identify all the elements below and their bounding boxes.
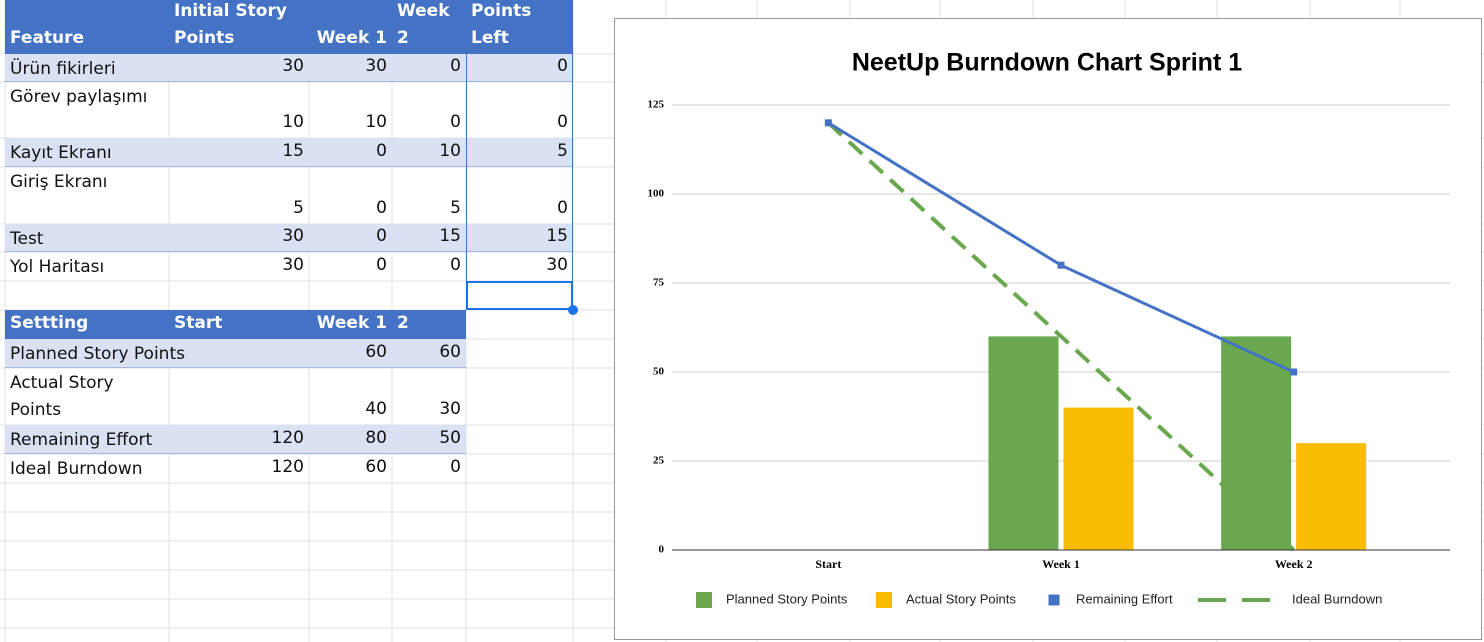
selected-cell[interactable] — [466, 281, 573, 310]
cell[interactable]: 0 — [376, 226, 387, 246]
legend-swatch — [696, 592, 712, 608]
cell[interactable]: 30 — [546, 255, 568, 275]
cell[interactable]: 0 — [557, 112, 568, 132]
cell-bg — [5, 224, 573, 252]
cell[interactable]: 60 — [365, 457, 387, 477]
bar — [1296, 443, 1367, 550]
cell[interactable]: Week 1 — [309, 0, 392, 54]
table-border — [466, 0, 573, 281]
x-tick-label: Week 1 — [1042, 557, 1080, 571]
cell[interactable] — [169, 339, 309, 368]
x-tick-label: Start — [815, 557, 841, 571]
cell[interactable]: 30 — [439, 399, 461, 419]
cell[interactable]: 10 — [365, 112, 387, 132]
y-tick-label: 0 — [659, 544, 665, 556]
cell[interactable]: Week 2 — [392, 0, 466, 54]
bar — [988, 336, 1059, 550]
cell[interactable]: 60 — [365, 342, 387, 362]
cell[interactable]: Week 1 — [309, 310, 392, 339]
cell[interactable]: 15 — [439, 226, 461, 246]
y-tick-label: 50 — [653, 366, 665, 378]
cell[interactable]: 50 — [439, 428, 461, 448]
cell[interactable]: Ürün fikirleri — [10, 59, 116, 79]
cell[interactable]: Remaining Effort — [10, 430, 153, 450]
cell[interactable]: Kayıt Ekranı — [10, 143, 112, 163]
legend-label: Ideal Burndown — [1292, 591, 1382, 606]
cell[interactable]: 0 — [450, 457, 461, 477]
cell[interactable]: 5 — [450, 198, 461, 218]
cell[interactable]: 0 — [376, 255, 387, 275]
cell[interactable]: 30 — [365, 56, 387, 76]
cell[interactable]: 10 — [282, 112, 304, 132]
line-marker — [1290, 368, 1298, 376]
cell[interactable]: Start — [169, 310, 309, 339]
line-marker — [824, 119, 832, 127]
cell[interactable] — [169, 368, 309, 425]
cell[interactable]: Feature — [5, 0, 169, 54]
cell-bg — [5, 425, 466, 454]
cell[interactable]: Initial Story Points — [169, 0, 309, 54]
cell[interactable]: 0 — [450, 255, 461, 275]
cell[interactable]: Görev paylaşımı — [10, 87, 148, 107]
cell[interactable]: 30 — [282, 56, 304, 76]
line-series — [826, 121, 1296, 552]
cell[interactable]: 0 — [557, 198, 568, 218]
cell-bg — [5, 54, 573, 82]
cell[interactable]: 30 — [282, 226, 304, 246]
cell[interactable]: 80 — [365, 428, 387, 448]
chart-title: NeetUp Burndown Chart Sprint 1 — [852, 49, 1242, 77]
cell[interactable]: 0 — [450, 56, 461, 76]
cell[interactable]: Yol Haritası — [10, 257, 105, 277]
y-tick-label: 75 — [653, 277, 665, 289]
legend-label: Remaining Effort — [1076, 591, 1173, 606]
legend-swatch — [876, 592, 892, 608]
cell[interactable]: Giriş Ekranı — [10, 172, 108, 192]
cell[interactable]: 0 — [450, 112, 461, 132]
cell-bg — [5, 138, 573, 167]
y-tick-label: 25 — [653, 455, 665, 467]
legend-label: Actual Story Points — [906, 591, 1016, 606]
cell[interactable]: Test — [10, 229, 44, 249]
cell[interactable]: Story Points Left — [466, 0, 573, 54]
x-tick-label: Week 2 — [1275, 557, 1313, 571]
cell[interactable]: 0 — [376, 198, 387, 218]
y-tick-label: 100 — [648, 188, 665, 200]
cell-bg — [5, 339, 466, 368]
cell[interactable]: Settting — [5, 310, 169, 339]
cell[interactable]: 30 — [282, 255, 304, 275]
chart: NeetUp Burndown Chart Sprint 1 0 25 50 75 10… — [614, 18, 1482, 640]
line-marker — [1057, 261, 1065, 269]
cell[interactable]: 0 — [376, 141, 387, 161]
y-tick-label: 125 — [648, 99, 665, 111]
cell[interactable]: 5 — [293, 198, 304, 218]
cell[interactable]: Week 2 — [392, 286, 466, 339]
legend-swatch — [1048, 594, 1060, 606]
cell[interactable]: 120 — [271, 428, 304, 448]
legend-label: Planned Story Points — [726, 591, 848, 606]
fill-handle[interactable] — [568, 305, 578, 315]
cell[interactable]: 15 — [546, 226, 568, 246]
cell[interactable]: 40 — [365, 399, 387, 419]
bar — [1221, 336, 1292, 550]
cell[interactable]: Ideal Burndown — [10, 459, 143, 479]
cell[interactable]: Planned Story Points — [10, 344, 185, 364]
cell[interactable]: Actual Story Points — [10, 373, 114, 420]
bar — [1063, 407, 1134, 550]
cell[interactable]: 0 — [557, 56, 568, 76]
cell[interactable]: 120 — [271, 457, 304, 477]
cell[interactable]: 10 — [439, 141, 461, 161]
cell[interactable]: 5 — [557, 141, 568, 161]
cell[interactable]: 15 — [282, 141, 304, 161]
cell[interactable]: 60 — [439, 342, 461, 362]
